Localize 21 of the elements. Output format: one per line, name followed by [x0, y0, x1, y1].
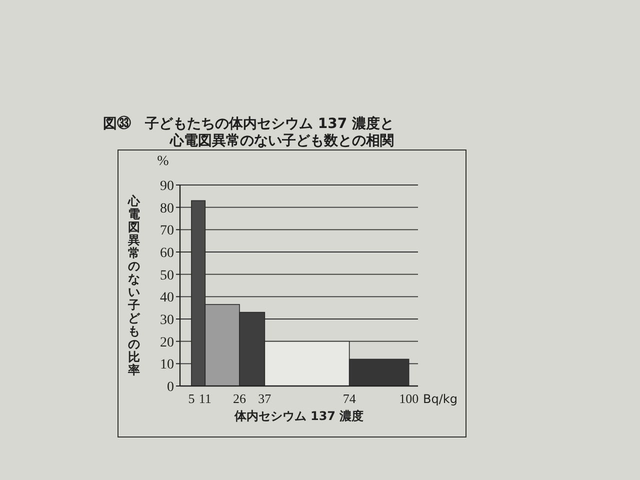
x-tick-label: 100: [399, 391, 419, 406]
chart-title: 図㉝ 子どもたちの体内セシウム 137 濃度と心電図異常のない子ども数との相関: [103, 115, 394, 149]
text: 心電図異常のない子どもの比率: [128, 194, 140, 377]
y-tick-label: 70: [160, 224, 174, 239]
x-axis-title: 体内セシウム 137 濃度: [233, 409, 364, 423]
y-tick-label: 10: [160, 358, 174, 373]
x-tick-label: 11: [198, 391, 212, 406]
y-tick-label: 50: [160, 268, 174, 284]
x-tick-label: 74: [342, 391, 356, 406]
text: %: [157, 154, 170, 169]
x-tick-label: 26: [233, 391, 246, 406]
y-tick-label: 30: [160, 313, 174, 328]
y-tick-label: 80: [160, 201, 174, 216]
y-tick-label: 40: [160, 290, 174, 306]
x-tick-label: 37: [258, 391, 272, 406]
text: Bq/kg: [423, 392, 458, 406]
y-tick-label: 20: [160, 335, 174, 350]
y-tick-label: 0: [167, 380, 174, 395]
y-tick-label: 90: [160, 179, 174, 194]
y-tick-label: 60: [160, 246, 174, 261]
x-tick-label: 5: [188, 391, 195, 406]
